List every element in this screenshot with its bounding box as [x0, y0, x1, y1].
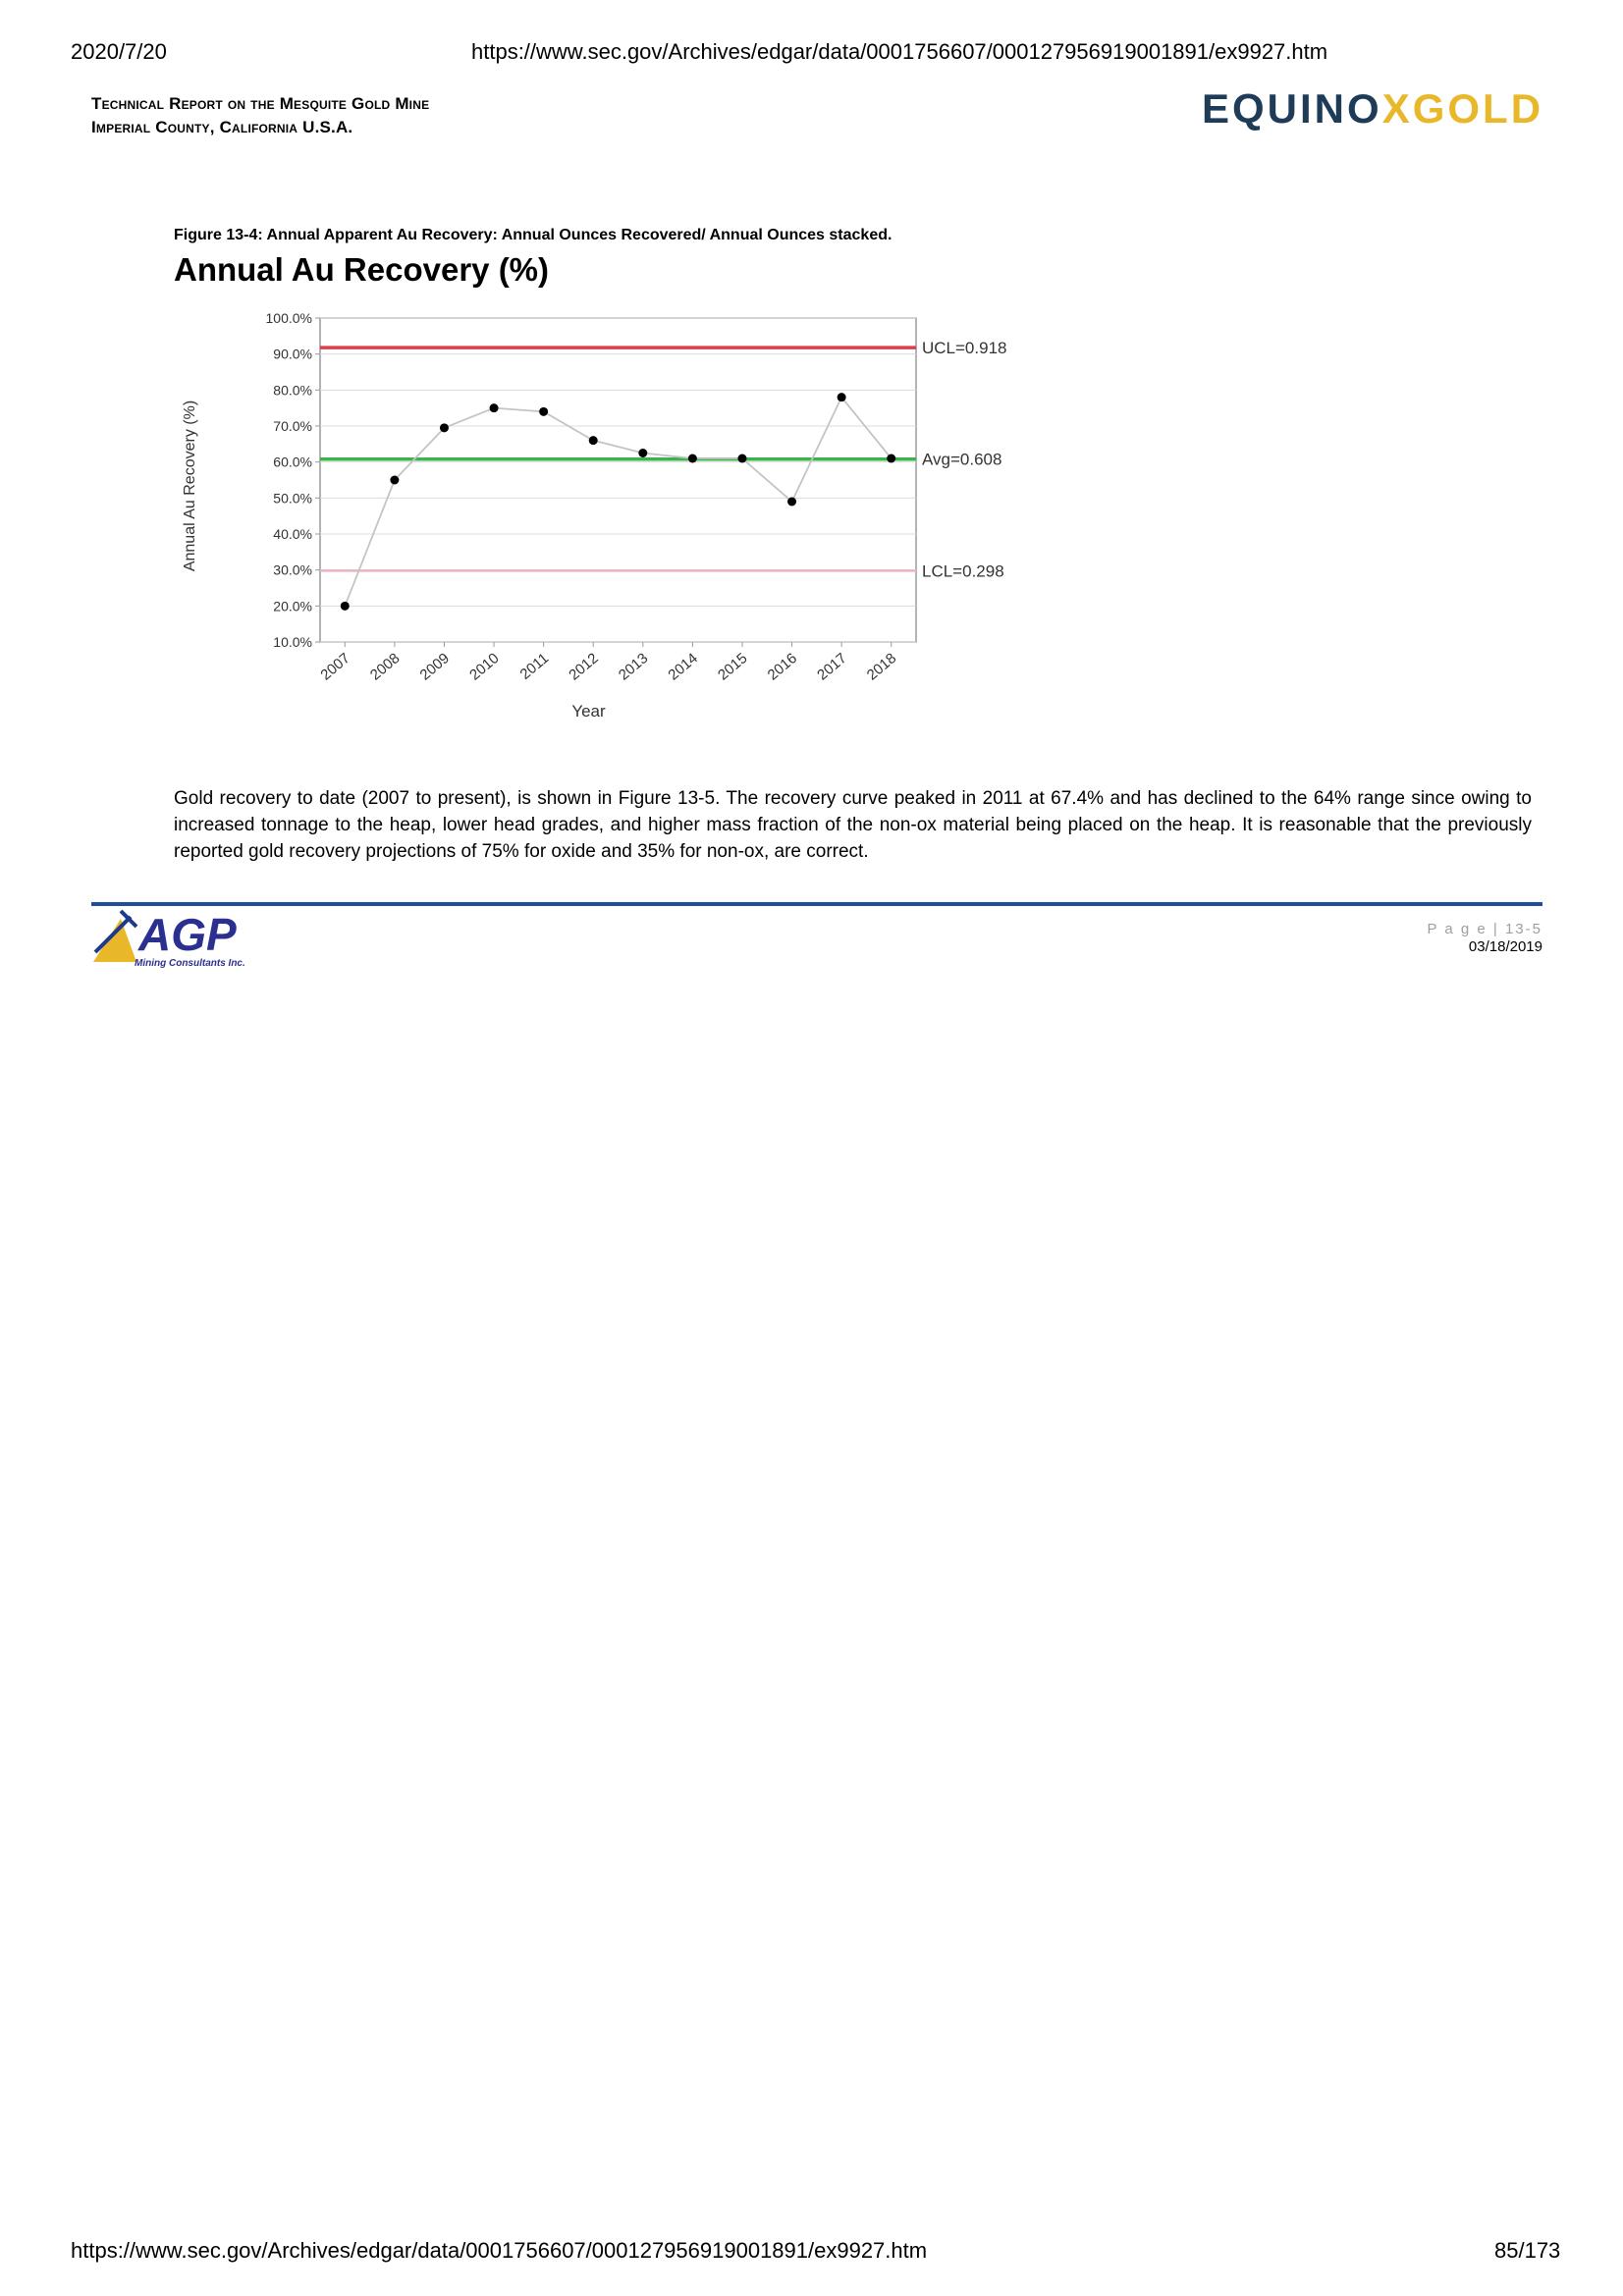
agp-mountain-icon: [93, 919, 136, 962]
agp-logo-text: AGP: [137, 909, 237, 960]
print-page-count: 85/173: [1494, 2238, 1561, 2263]
data-point: [687, 454, 697, 463]
agp-logo: AGP Mining Consultants Inc.: [93, 909, 245, 969]
body-paragraph: Gold recovery to date (2007 to present),…: [174, 788, 1532, 862]
page-number: P a g e | 13-5: [1427, 921, 1542, 937]
x-tick-label: 2011: [517, 650, 553, 683]
reference-line-label: LCL=0.298: [922, 561, 1004, 580]
print-url: https://www.sec.gov/Archives/edgar/data/…: [471, 39, 1328, 64]
report-title-line1: Technical Report on the Mesquite Gold Mi…: [91, 94, 430, 113]
page-date: 03/18/2019: [1468, 938, 1542, 955]
y-tick-label: 20.0%: [273, 598, 312, 614]
print-footer-url: https://www.sec.gov/Archives/edgar/data/…: [71, 2238, 928, 2263]
x-tick-label: 2016: [765, 650, 800, 683]
y-tick-label: 70.0%: [273, 418, 312, 434]
data-point: [539, 406, 549, 416]
x-tick-label: 2010: [466, 650, 502, 683]
chart-title: Annual Au Recovery (%): [174, 251, 550, 288]
x-tick-label: 2008: [367, 650, 403, 683]
y-tick-label: 90.0%: [273, 347, 312, 362]
equinox-gold-logo: EQUINOXGOLD: [1202, 85, 1544, 132]
y-tick-label: 100.0%: [266, 310, 312, 326]
data-point: [340, 601, 350, 611]
report-title-line2: Imperial County, California U.S.A.: [91, 118, 353, 136]
y-tick-label: 40.0%: [273, 526, 312, 542]
reference-line-label: UCL=0.918: [922, 339, 1006, 357]
x-axis-title: Year: [571, 702, 606, 721]
data-point: [638, 449, 648, 457]
agp-pick-icon: [93, 915, 133, 954]
y-tick-label: 50.0%: [273, 490, 312, 506]
report-title: Technical Report on the Mesquite Gold Mi…: [91, 92, 429, 139]
figure-caption: Figure 13-4: Annual Apparent Au Recovery…: [174, 227, 893, 243]
data-point: [837, 393, 846, 402]
data-point: [588, 436, 598, 446]
x-tick-label: 2017: [814, 650, 849, 683]
recovery-chart: 100.0% 90.0% 80.0% 70.0% 60.0% 50.0% 40.0% 30.0…: [182, 310, 1006, 721]
reference-line-label: Avg=0.608: [922, 451, 1001, 469]
x-tick-label: 2007: [317, 650, 352, 683]
y-tick-label: 60.0%: [273, 454, 312, 470]
y-tick-label: 80.0%: [273, 382, 312, 398]
series-line: [344, 395, 893, 607]
data-point: [787, 497, 797, 507]
y-axis-title: Annual Au Recovery (%): [182, 400, 198, 571]
data-point: [439, 423, 449, 433]
x-tick-label: 2012: [566, 650, 601, 683]
agp-logo-subtext: Mining Consultants Inc.: [135, 958, 245, 969]
plot-area: [319, 317, 917, 643]
print-date: 2020/7/20: [71, 39, 167, 64]
y-tick-label: 30.0%: [273, 562, 312, 578]
data-point: [489, 403, 499, 413]
x-tick-label: 2013: [616, 650, 651, 683]
x-tick-label: 2018: [864, 650, 899, 683]
y-tick-label: 10.0%: [273, 634, 312, 650]
data-point: [737, 454, 747, 463]
data-point: [390, 475, 400, 485]
x-tick-label: 2014: [665, 650, 700, 683]
footer-rule: [91, 902, 1542, 906]
x-tick-label: 2009: [417, 650, 453, 683]
x-tick-label: 2015: [715, 650, 750, 683]
data-point: [887, 454, 896, 463]
